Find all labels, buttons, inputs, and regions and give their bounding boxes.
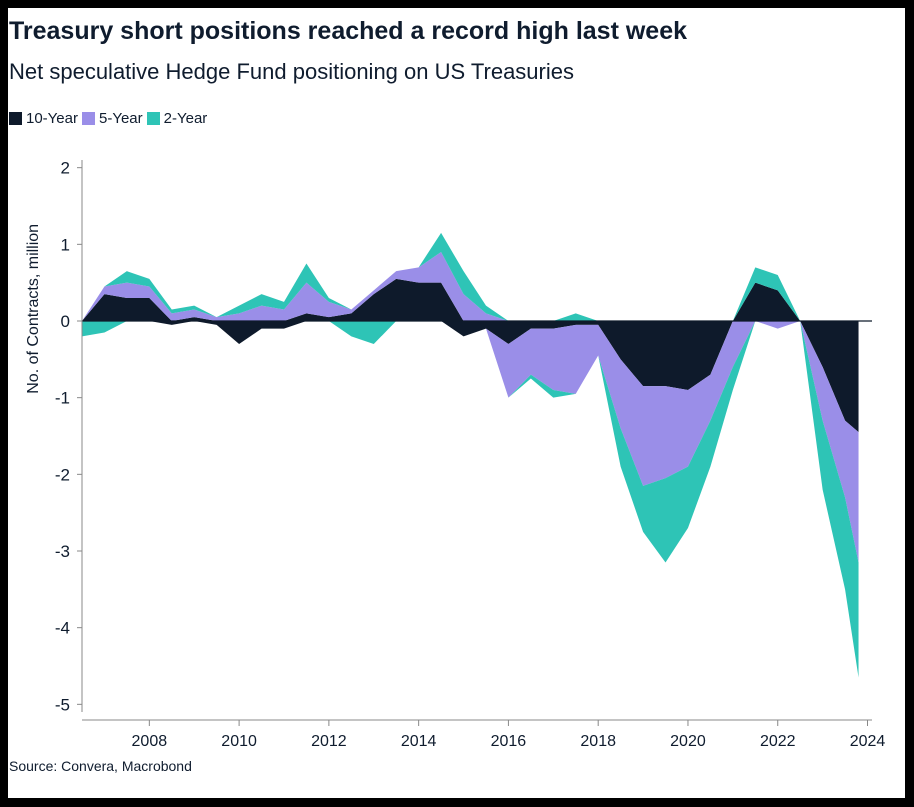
x-tick-label: 2024 [850,733,886,750]
chart-frame [8,8,905,798]
legend-swatch-10-year [9,112,22,125]
y-tick-label: -3 [55,542,70,561]
x-tick-label: 2020 [670,733,706,750]
y-tick-label: 0 [61,312,70,331]
y-axis-title: No. of Contracts, million [25,224,42,394]
source-note: Source: Convera, Macrobond [9,758,192,774]
legend-label-2-year: 2-Year [163,110,208,127]
x-tick-label: 2008 [132,733,168,750]
legend-item-2-year: 2-Year [146,110,208,127]
series-area-10-year-negative [82,321,859,433]
series-area-2-year-negative [82,321,859,678]
y-tick-label: -2 [55,465,70,484]
y-tick-label: 1 [61,235,70,254]
x-tick-label: 2022 [760,733,796,750]
chart-title: Treasury short positions reached a recor… [9,17,688,45]
y-tick-label: 2 [61,159,70,178]
x-tick-label: 2018 [580,733,616,750]
series-area-10-year-positive [82,278,859,321]
legend-swatch-2-year [146,112,160,125]
legend-label-10-year: 10-Year [26,110,78,127]
y-tick-label: -4 [55,619,70,638]
x-tick-label: 2014 [401,733,437,750]
y-tick-label: -5 [55,695,70,714]
legend: 10-Year 5-Year 2-Year [9,110,211,127]
y-tick-label: -1 [55,389,70,408]
x-tick-label: 2012 [311,733,347,750]
series-area-5-year-positive [82,252,859,321]
legend-item-5-year: 5-Year [82,110,143,127]
legend-item-10-year: 10-Year [9,110,78,127]
x-tick-label: 2010 [221,733,257,750]
legend-label-5-year: 5-Year [99,110,143,127]
chart-subtitle: Net speculative Hedge Fund positioning o… [9,59,574,84]
legend-swatch-5-year [82,112,95,125]
x-tick-label: 2016 [491,733,527,750]
